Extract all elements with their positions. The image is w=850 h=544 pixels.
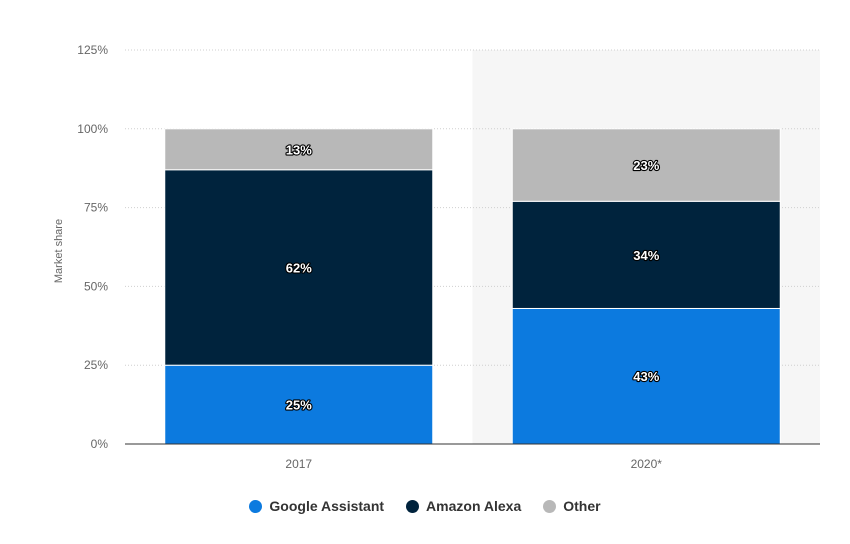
- y-tick-label: 100%: [77, 122, 108, 136]
- bar-segment: [164, 364, 434, 445]
- chart-legend: Google Assistant Amazon Alexa Other: [0, 498, 850, 514]
- bar-segment: [164, 128, 434, 171]
- legend-item[interactable]: Other: [543, 498, 601, 514]
- legend-item[interactable]: Amazon Alexa: [406, 498, 521, 514]
- data-label: 13%: [286, 142, 312, 157]
- bar-segment: [511, 200, 781, 309]
- data-label: 25%: [286, 398, 312, 413]
- y-tick-label: 125%: [77, 43, 108, 57]
- legend-item[interactable]: Google Assistant: [249, 498, 384, 514]
- y-tick-label: 0%: [91, 437, 109, 451]
- bar-segment: [511, 128, 781, 202]
- legend-label: Other: [563, 498, 601, 514]
- legend-swatch-icon: [406, 499, 420, 513]
- data-label: 34%: [633, 248, 659, 263]
- x-tick-label: 2020*: [631, 457, 663, 471]
- legend-label: Amazon Alexa: [426, 498, 522, 514]
- y-tick-label: 50%: [84, 279, 108, 293]
- bar-segment: [164, 169, 434, 366]
- data-label: 62%: [286, 260, 312, 275]
- legend-swatch-icon: [249, 499, 263, 513]
- y-axis-title: Market share: [53, 219, 65, 283]
- y-tick-label: 75%: [84, 201, 108, 215]
- legend-swatch-icon: [543, 499, 557, 513]
- legend-label: Google Assistant: [269, 498, 385, 514]
- data-label: 43%: [633, 369, 659, 384]
- y-tick-label: 25%: [84, 358, 108, 372]
- data-label: 23%: [633, 158, 659, 173]
- x-tick-label: 2017: [285, 457, 312, 471]
